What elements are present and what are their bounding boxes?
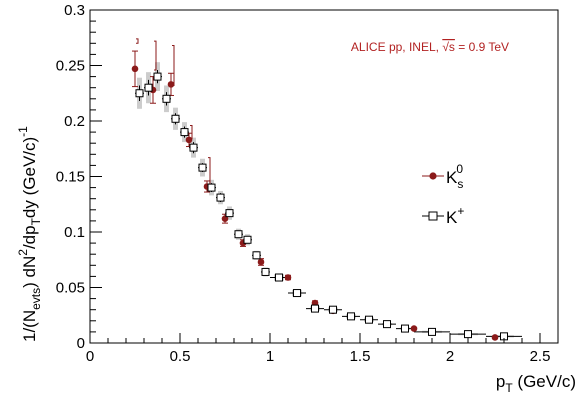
kplus-point bbox=[261, 267, 270, 276]
kplus-point bbox=[464, 330, 472, 339]
legend-kplus-marker bbox=[428, 211, 438, 221]
kplus-point bbox=[198, 163, 207, 172]
kplus-point bbox=[347, 312, 355, 321]
y-tick-label: 0 bbox=[77, 335, 85, 352]
kplus-point bbox=[162, 94, 171, 103]
kplus-point bbox=[401, 324, 409, 333]
kplus-point bbox=[365, 315, 373, 324]
kplus-point bbox=[428, 327, 436, 336]
kplus-point bbox=[234, 230, 243, 239]
kplus-point bbox=[189, 143, 198, 152]
legend-k0s-label: Ks0 bbox=[446, 162, 463, 191]
kplus-point bbox=[329, 305, 337, 314]
k0s-point bbox=[257, 258, 265, 266]
legend-kplus-label: K+ bbox=[446, 204, 464, 227]
k0s-point bbox=[185, 136, 193, 144]
data-markers bbox=[131, 65, 508, 341]
kplus-point bbox=[180, 128, 189, 137]
kplus-point bbox=[383, 320, 391, 329]
axes: 0 0.5 1 1.5 2 2.5 0 0.05 0.1 0.15 0.2 0.25 0.3 bbox=[56, 2, 559, 365]
y-tick-label: 0.2 bbox=[64, 113, 85, 130]
kplus-point bbox=[275, 273, 283, 282]
x-axis-label: pT (GeV/c) bbox=[496, 372, 576, 395]
k0s-syst-bracket bbox=[136, 38, 139, 44]
legend: Ks0 K+ bbox=[422, 162, 464, 227]
kplus-point bbox=[311, 304, 319, 313]
y-tick-label: 0.05 bbox=[56, 280, 85, 297]
kplus-point bbox=[135, 89, 144, 98]
legend-k0s-marker bbox=[429, 172, 437, 180]
k0s-point bbox=[410, 325, 418, 332]
x-tick-label: 0 bbox=[86, 348, 94, 365]
y-tick-label: 0.15 bbox=[56, 169, 85, 186]
kplus-point bbox=[171, 114, 180, 123]
kplus-point bbox=[243, 235, 252, 244]
y-tick-label: 0.3 bbox=[64, 2, 85, 19]
kplus-point bbox=[293, 289, 301, 298]
x-tick-label: 1.5 bbox=[350, 348, 371, 365]
kplus-point bbox=[225, 209, 234, 218]
kplus-point bbox=[144, 83, 153, 92]
k0s-point bbox=[131, 65, 139, 73]
y-tick-label: 0.1 bbox=[64, 224, 85, 241]
x-tick-label: 2 bbox=[446, 348, 454, 365]
kplus-point bbox=[252, 251, 261, 260]
kplus-point bbox=[153, 72, 162, 81]
y-axis-label: 1/(Nevts) dN2/dpTdy (GeV/c)-1 bbox=[16, 126, 43, 342]
k0s-point bbox=[491, 334, 499, 341]
kplus-point bbox=[216, 193, 225, 202]
x-tick-label: 2.5 bbox=[530, 348, 551, 365]
k0s-point bbox=[167, 81, 175, 88]
kplus-point bbox=[207, 183, 216, 192]
x-tick-label: 0.5 bbox=[170, 348, 191, 365]
k0s-point bbox=[284, 274, 292, 281]
experiment-annotation: ALICE pp, INEL, √s = 0.9 TeV bbox=[351, 40, 509, 54]
y-tick-label: 0.25 bbox=[56, 58, 85, 75]
k0s-syst-bracket bbox=[154, 40, 157, 71]
x-tick-label: 1 bbox=[266, 348, 274, 365]
